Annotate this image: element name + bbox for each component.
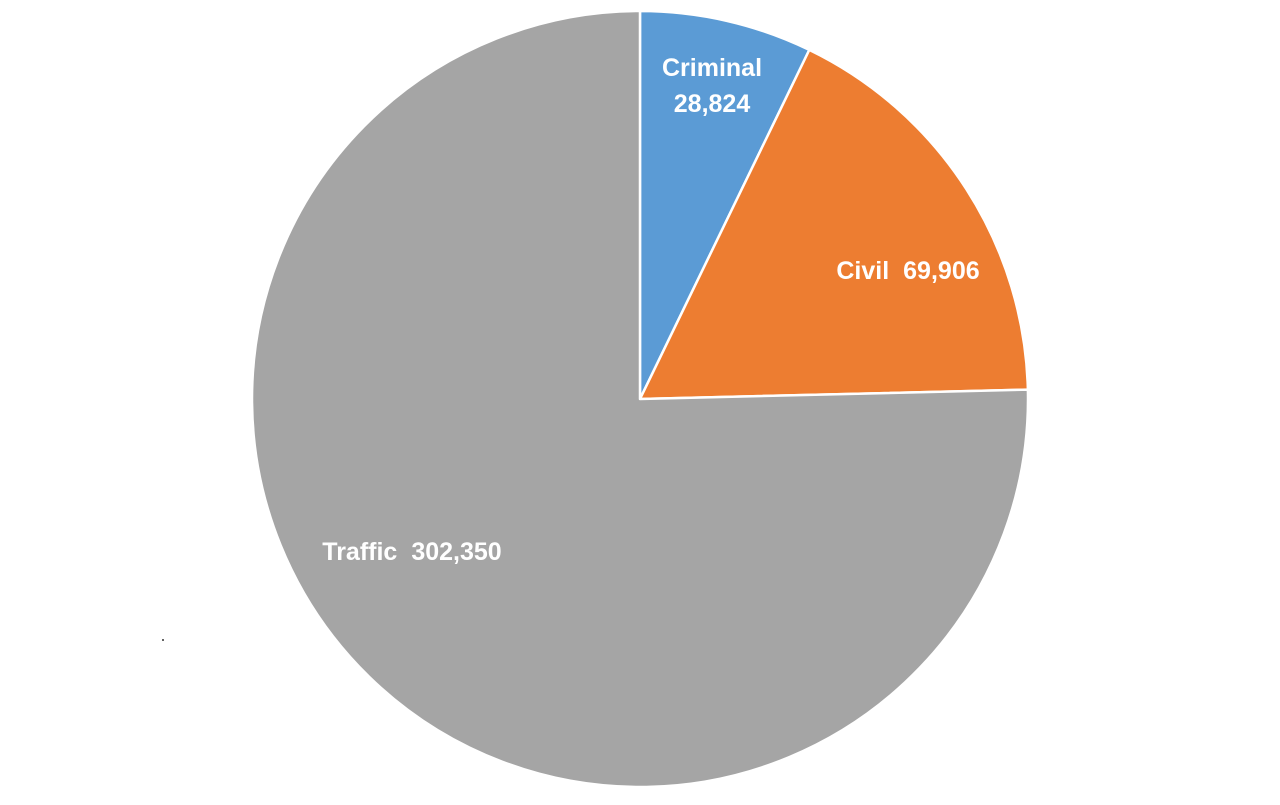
stray-dot-artifact <box>162 639 164 641</box>
data-label-civil: Civil 69,906 <box>836 257 979 285</box>
data-label-traffic-category: Traffic <box>322 538 397 566</box>
pie-data-labels: Criminal 28,824 Civil 69,906 Traffic 302,350 <box>322 54 979 566</box>
pie-slices <box>250 9 1030 789</box>
data-label-criminal-category: Criminal <box>662 54 762 82</box>
data-label-traffic-value: 302,350 <box>411 538 501 566</box>
data-label-criminal-value: 28,824 <box>674 90 751 118</box>
data-label-civil-category: Civil <box>836 257 889 285</box>
data-label-civil-value: 69,906 <box>903 257 979 285</box>
data-label-traffic: Traffic 302,350 <box>322 538 501 566</box>
pie-slice-criminal <box>638 9 811 401</box>
pie-slice-traffic <box>250 9 1030 789</box>
pie-slice-civil <box>638 48 1030 401</box>
data-label-criminal: Criminal 28,824 <box>662 54 762 118</box>
